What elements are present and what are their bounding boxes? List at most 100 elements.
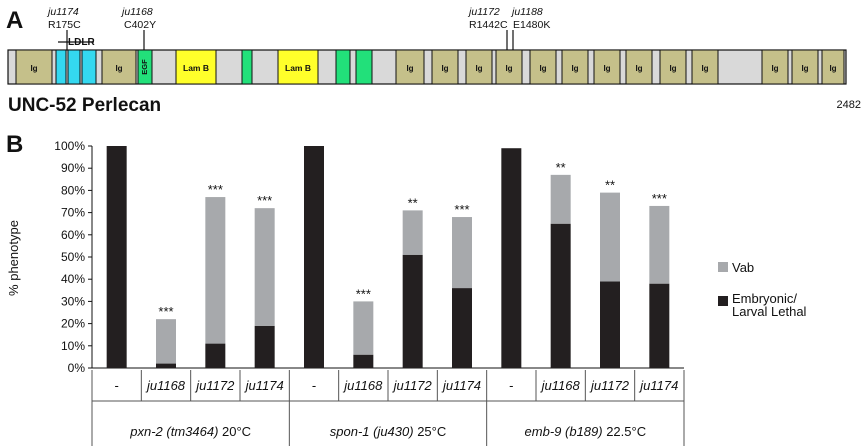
bar-vab xyxy=(452,217,472,289)
category-label: ju1168 xyxy=(540,378,581,393)
bar-vab xyxy=(254,208,275,326)
group-label: pxn-2 (tm3464) 20°C xyxy=(129,424,251,439)
significance-label: *** xyxy=(257,193,272,208)
lamb-domain-label: Lam B xyxy=(285,63,311,73)
y-tick-label: 20% xyxy=(61,317,85,331)
category-label: - xyxy=(312,378,316,393)
category-label: ju1172 xyxy=(194,378,235,393)
ig-domain xyxy=(659,49,687,85)
mutation-ju1174: ju1174 R175C xyxy=(46,6,81,50)
legend-label-vab: Vab xyxy=(732,260,754,275)
lamb-domain-label: Lam B xyxy=(183,63,209,73)
bar-vab xyxy=(156,319,176,364)
ig-domain-label: Ig xyxy=(475,64,482,73)
egf-domain xyxy=(335,49,351,85)
ig-domain-label: Ig xyxy=(669,64,676,73)
ldlr-domain xyxy=(67,49,81,85)
significance-label: *** xyxy=(356,286,371,301)
group-strain: emb-9 (b189) xyxy=(525,424,603,439)
mutation-allele: ju1172 xyxy=(467,6,500,18)
panel-b-label: B xyxy=(6,131,23,158)
bar-vab xyxy=(600,192,620,282)
y-tick-label: 80% xyxy=(61,183,85,197)
ig-domain-label: Ig xyxy=(701,64,708,73)
significance-label: ** xyxy=(556,160,566,175)
ig-domain-label: Ig xyxy=(441,64,448,73)
mutation-change: R175C xyxy=(48,19,81,31)
mutation-annotations: ju1174 R175C ju1168 C402Y ju1172 R1442C … xyxy=(46,6,550,50)
panel-a-label: A xyxy=(6,7,23,34)
bar-lethal xyxy=(254,325,275,368)
ig-domain xyxy=(15,49,53,85)
significance-label: ** xyxy=(605,178,615,193)
ig-domain-label: Ig xyxy=(115,64,122,73)
category-label: ju1168 xyxy=(342,378,383,393)
group-label: spon-1 (ju430) 25°C xyxy=(330,424,447,439)
ig-domain xyxy=(395,49,425,85)
y-tick-label: 50% xyxy=(61,250,85,264)
mutation-ju1168: ju1168 C402Y xyxy=(120,6,156,50)
bar-vab xyxy=(402,210,423,255)
bar-vab xyxy=(649,205,670,284)
legend-label-lethal-line2: Larval Lethal xyxy=(732,304,807,319)
protein-name: UNC-52 Perlecan xyxy=(8,95,161,116)
significance-label: *** xyxy=(208,182,223,197)
egf-domain xyxy=(137,49,153,85)
ig-domain xyxy=(529,49,557,85)
bar-lethal xyxy=(550,223,571,368)
y-axis-label: % phenotype xyxy=(6,220,21,296)
mutation-allele: ju1188 xyxy=(510,6,543,18)
mutation-ju1188: ju1188 E1480K xyxy=(510,6,550,50)
y-tick-label: 90% xyxy=(61,161,85,175)
ig-domain-label: Ig xyxy=(571,64,578,73)
ig-domain xyxy=(761,49,789,85)
ig-domain-label: Ig xyxy=(603,64,610,73)
group-label: emb-9 (b189) 22.5°C xyxy=(525,424,647,439)
ig-domain xyxy=(431,49,459,85)
mutation-change: R1442C xyxy=(469,19,508,31)
group-temperature: 25°C xyxy=(414,424,447,439)
legend-label-lethal: Embryonic/ Larval Lethal xyxy=(732,291,807,319)
protein-length: 2482 xyxy=(837,99,861,111)
protein-domains: Ig Ig EGF Lam B Lam B Ig Ig Ig Ig Ig Ig Ig Ig Ig… xyxy=(15,49,845,85)
category-label: ju1168 xyxy=(145,378,186,393)
legend-swatch-lethal xyxy=(718,296,728,306)
mutation-ju1172: ju1172 R1442C xyxy=(467,6,508,50)
group-strain: pxn-2 (tm3464) xyxy=(129,424,218,439)
bar-lethal xyxy=(353,354,374,368)
ig-domain xyxy=(625,49,653,85)
mutation-change: E1480K xyxy=(513,19,550,31)
category-label: ju1172 xyxy=(589,378,630,393)
group-temperature: 20°C xyxy=(218,424,251,439)
legend-label-lethal-line1: Embryonic/ xyxy=(732,291,797,306)
significance-label: *** xyxy=(652,191,667,206)
significance-label: ** xyxy=(408,195,418,210)
category-label: ju1174 xyxy=(441,378,481,393)
ldlr-domain xyxy=(55,49,67,85)
egf-domain xyxy=(355,49,373,85)
ig-domain xyxy=(465,49,493,85)
bar-lethal xyxy=(402,254,423,368)
significance-label: *** xyxy=(454,202,469,217)
bar-lethal xyxy=(649,283,670,368)
stacked-bar-chart: 0% 10% 20% 30% 40% 50% 60% 70% 80% 90% 100% - *** ju1… xyxy=(54,139,685,446)
ig-domain-label: Ig xyxy=(406,64,413,73)
y-tick-label: 40% xyxy=(61,272,85,286)
group-strain: spon-1 (ju430) xyxy=(330,424,414,439)
bar-lethal xyxy=(304,146,324,368)
bar-lethal xyxy=(106,146,127,368)
ldlr-domain xyxy=(81,49,97,85)
ig-domain xyxy=(791,49,819,85)
legend: Vab Embryonic/ Larval Lethal xyxy=(718,260,807,319)
category-label: ju1174 xyxy=(244,378,284,393)
y-tick-label: 0% xyxy=(68,361,86,375)
bar-lethal xyxy=(600,281,620,368)
ig-domain-label: Ig xyxy=(539,64,546,73)
bar-lethal xyxy=(501,148,522,368)
mutation-allele: ju1174 xyxy=(46,6,79,18)
ig-domain xyxy=(691,49,719,85)
bar-lethal xyxy=(205,343,226,368)
ig-domain-row: Ig Ig Ig Ig Ig Ig Ig Ig Ig Ig Ig Ig Ig xyxy=(395,49,845,85)
bar-lethal xyxy=(156,363,176,368)
legend-swatch-vab xyxy=(718,262,728,272)
